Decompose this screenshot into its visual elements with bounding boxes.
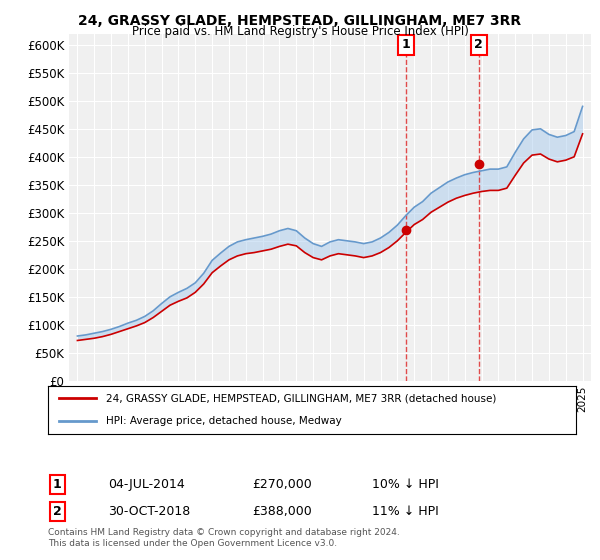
- Text: 2: 2: [475, 38, 483, 52]
- Text: 1: 1: [53, 478, 61, 491]
- Text: 24, GRASSY GLADE, HEMPSTEAD, GILLINGHAM, ME7 3RR (detached house): 24, GRASSY GLADE, HEMPSTEAD, GILLINGHAM,…: [106, 393, 496, 403]
- Text: 10% ↓ HPI: 10% ↓ HPI: [372, 478, 439, 491]
- Text: 1: 1: [401, 38, 410, 52]
- Text: 04-JUL-2014: 04-JUL-2014: [108, 478, 185, 491]
- Text: 2: 2: [53, 505, 61, 518]
- Text: HPI: Average price, detached house, Medway: HPI: Average price, detached house, Medw…: [106, 416, 342, 426]
- Text: 11% ↓ HPI: 11% ↓ HPI: [372, 505, 439, 518]
- Text: Price paid vs. HM Land Registry's House Price Index (HPI): Price paid vs. HM Land Registry's House …: [131, 25, 469, 38]
- Text: £388,000: £388,000: [252, 505, 312, 518]
- Text: 30-OCT-2018: 30-OCT-2018: [108, 505, 190, 518]
- Text: 24, GRASSY GLADE, HEMPSTEAD, GILLINGHAM, ME7 3RR: 24, GRASSY GLADE, HEMPSTEAD, GILLINGHAM,…: [79, 14, 521, 28]
- Text: £270,000: £270,000: [252, 478, 312, 491]
- Text: Contains HM Land Registry data © Crown copyright and database right 2024.
This d: Contains HM Land Registry data © Crown c…: [48, 528, 400, 548]
